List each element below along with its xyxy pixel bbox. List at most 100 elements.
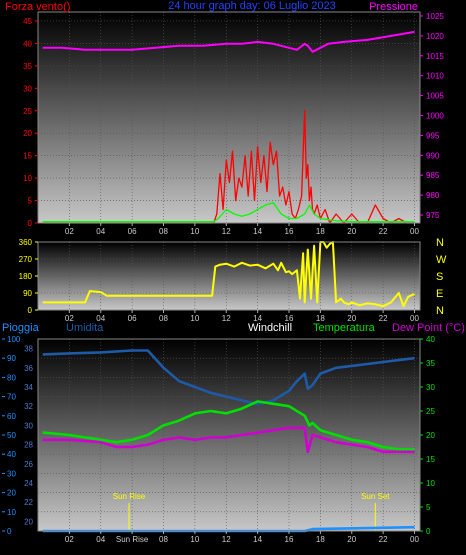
pressure-axis-label: Pressione xyxy=(369,1,418,13)
y-mid-tick-label: 28 xyxy=(24,441,33,450)
x-tick-label: 08 xyxy=(159,535,168,544)
y-right-tick-label: 1025 xyxy=(426,12,444,21)
y-right-tick-label: 5 xyxy=(426,503,431,512)
y-right-tick-label: 0 xyxy=(426,527,431,536)
compass-label: S xyxy=(436,271,443,283)
wind-axis-label: Forza vento() xyxy=(5,1,70,13)
x-tick-label: 22 xyxy=(379,227,388,236)
x-tick-label: 02 xyxy=(65,314,74,323)
y-left-tick-label: 15 xyxy=(23,152,32,161)
y-mid-tick-label: 24 xyxy=(24,479,33,488)
x-tick-label: 10 xyxy=(190,314,199,323)
x-tick-label: 04 xyxy=(96,314,105,323)
series-line xyxy=(42,349,415,406)
y-left-tick-label: 90 xyxy=(7,354,16,363)
x-tick-label: 00 xyxy=(410,314,419,323)
y-mid-tick-label: 38 xyxy=(24,345,33,354)
y-mid-tick-label: 30 xyxy=(24,421,33,430)
series-line xyxy=(42,30,415,53)
wind-plot-frame xyxy=(37,11,421,224)
y-mid-tick-label: 32 xyxy=(24,402,33,411)
wind-plot-area xyxy=(38,12,420,223)
x-tick-label: 16 xyxy=(285,227,294,236)
y-left-tick-label: 360 xyxy=(19,238,33,247)
x-tick-label: 10 xyxy=(190,535,199,544)
x-tick-label: 18 xyxy=(316,227,325,236)
y-right-tick-label: 25 xyxy=(426,407,435,416)
x-tick-label: 02 xyxy=(65,535,74,544)
y-left-tick-label: 35 xyxy=(23,62,32,71)
y-left-tick-label: 40 xyxy=(7,450,16,459)
rain-label: Pioggia xyxy=(2,322,40,334)
series-line xyxy=(42,202,415,223)
x-tick-label: 12 xyxy=(222,535,231,544)
x-tick-label: 16 xyxy=(285,535,294,544)
direction-series xyxy=(42,241,415,308)
y-left-tick-label: 100 xyxy=(7,335,21,344)
y-left-tick-label: 180 xyxy=(19,272,33,281)
x-tick-label: 04 xyxy=(96,227,105,236)
compass-label: N xyxy=(436,305,444,317)
y-left-tick-label: 0 xyxy=(28,219,33,228)
y-right-tick-label: 985 xyxy=(426,171,440,180)
compass-label: E xyxy=(436,288,443,300)
temperature-label: Temperatura xyxy=(313,322,376,334)
x-tick-label: 22 xyxy=(379,314,388,323)
series-line xyxy=(42,110,415,224)
y-left-tick-label: 10 xyxy=(23,174,32,183)
y-left-tick-label: 30 xyxy=(7,469,16,478)
x-tick-label: 04 xyxy=(96,535,105,544)
y-right-tick-label: 10 xyxy=(426,479,435,488)
y-left-tick-label: 90 xyxy=(23,289,32,298)
x-tick-label: 20 xyxy=(347,227,356,236)
x-tick-label: 18 xyxy=(316,314,325,323)
y-left-tick-label: 0 xyxy=(28,306,33,315)
x-tick-label: 14 xyxy=(253,227,262,236)
y-right-tick-label: 995 xyxy=(426,131,440,140)
y-right-tick-label: 1015 xyxy=(426,52,444,61)
x-tick-label: 14 xyxy=(253,535,262,544)
x-tick-label: 20 xyxy=(347,535,356,544)
y-right-tick-label: 35 xyxy=(426,359,435,368)
dewpoint-label: Dew Point (°C) xyxy=(392,322,465,334)
y-right-tick-label: 1020 xyxy=(426,32,444,41)
temperature-axis-ticks: 0102030405060708090100202224262830323436… xyxy=(2,335,435,544)
y-right-tick-label: 15 xyxy=(426,455,435,464)
x-tick-label: 12 xyxy=(222,227,231,236)
y-right-tick-label: 30 xyxy=(426,383,435,392)
y-right-tick-label: 980 xyxy=(426,191,440,200)
x-tick-label: 10 xyxy=(190,227,199,236)
x-tick-label: 12 xyxy=(222,314,231,323)
chart-title: 24 hour graph day: 06 Luglio 2023 xyxy=(168,0,336,12)
wind-pressure-series xyxy=(42,30,415,224)
x-tick-label: 06 xyxy=(128,227,137,236)
compass-label: W xyxy=(436,254,447,266)
y-left-tick-label: 20 xyxy=(23,129,32,138)
x-tick-label: 00 xyxy=(410,535,419,544)
y-left-tick-label: 60 xyxy=(7,412,16,421)
y-left-tick-label: 40 xyxy=(23,39,32,48)
windchill-label: Windchill xyxy=(248,322,292,334)
y-mid-tick-label: 36 xyxy=(24,364,33,373)
series-line xyxy=(42,426,415,454)
x-tick-label: 18 xyxy=(316,535,325,544)
y-right-tick-label: 1000 xyxy=(426,112,444,121)
y-mid-tick-label: 22 xyxy=(24,498,33,507)
y-left-tick-label: 30 xyxy=(23,84,32,93)
x-tick-label: 08 xyxy=(159,314,168,323)
y-left-tick-label: 0 xyxy=(7,527,12,536)
x-tick-label: 16 xyxy=(285,314,294,323)
sun-annotation: Sun Rise xyxy=(113,492,146,501)
y-right-tick-label: 1010 xyxy=(426,72,444,81)
x-tick-label: 14 xyxy=(253,314,262,323)
y-left-tick-label: 45 xyxy=(23,17,32,26)
x-tick-label: 08 xyxy=(159,227,168,236)
x-tick-label: 06 xyxy=(128,314,137,323)
y-left-tick-label: 80 xyxy=(7,373,16,382)
y-left-tick-label: 25 xyxy=(23,107,32,116)
y-right-tick-label: 1005 xyxy=(426,92,444,101)
x-tick-label: 20 xyxy=(347,314,356,323)
sun-annotation: Sun Set xyxy=(361,492,390,501)
